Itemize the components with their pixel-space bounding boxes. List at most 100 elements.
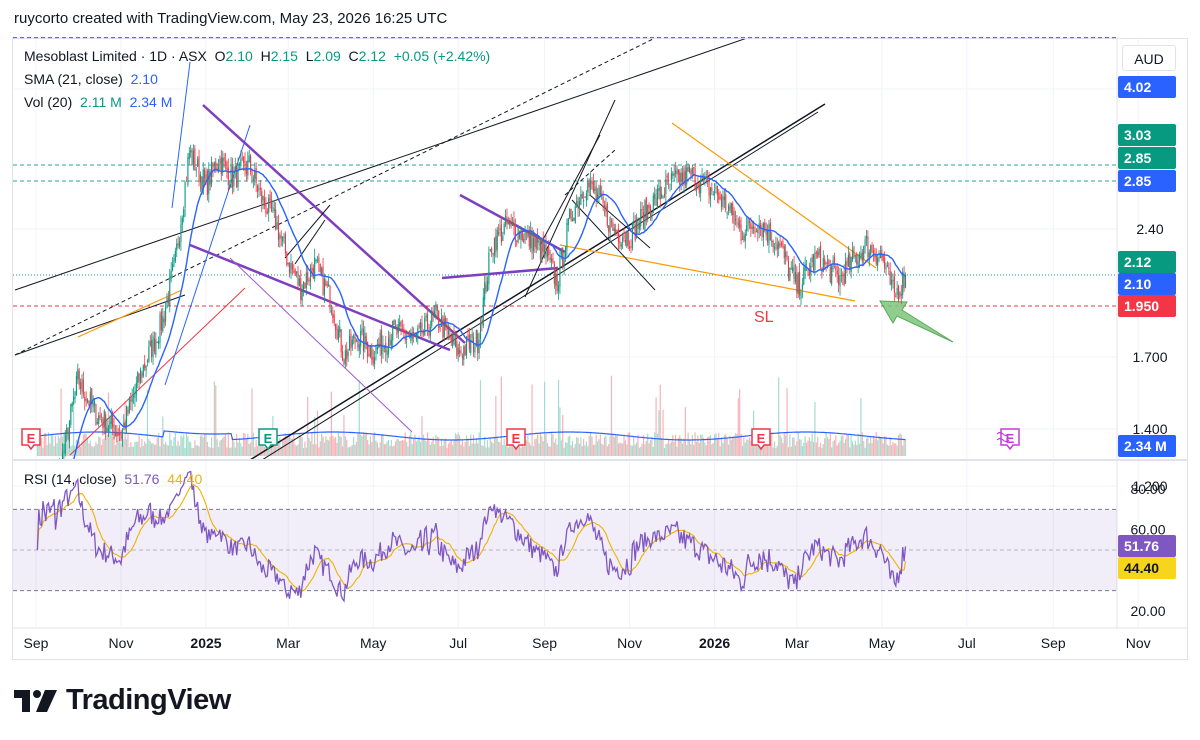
candle-body (245, 167, 247, 175)
red-trend-line[interactable] (69, 287, 246, 456)
volume-bar (315, 444, 317, 456)
candle-body (257, 185, 259, 192)
volume-bar (84, 433, 86, 456)
volume-bar (375, 440, 377, 456)
volume-bar (849, 447, 851, 456)
candle-body (394, 325, 397, 328)
flag-lower-line[interactable] (441, 266, 559, 280)
volume-bar (215, 385, 217, 456)
fan-line-3[interactable] (571, 199, 656, 291)
candle-body (669, 184, 671, 186)
volume-bar (764, 436, 766, 456)
candle-body (178, 241, 181, 248)
candle-body (556, 274, 558, 292)
channel-left-line[interactable] (14, 294, 186, 356)
small-fan-line-1[interactable] (284, 204, 331, 259)
earnings-marker-icon[interactable] (506, 428, 526, 451)
stop-loss-annotation[interactable]: SL (754, 309, 774, 326)
price-badge (1118, 124, 1176, 146)
candle-body (457, 347, 459, 355)
candle-body (474, 346, 476, 353)
earnings-marker-icon[interactable] (258, 428, 278, 451)
fan-line-1[interactable] (524, 99, 616, 298)
candle-body (461, 355, 463, 359)
fan-line-4[interactable] (589, 194, 651, 249)
volume-bar (330, 391, 333, 456)
candle-body (754, 228, 756, 233)
currency-button[interactable]: AUD (1122, 45, 1176, 71)
volume-bar (392, 446, 394, 456)
candle-body (479, 323, 482, 340)
volume-bar (209, 447, 211, 456)
candle-body (645, 197, 647, 219)
volume-bar (718, 433, 720, 456)
volume-bar (397, 438, 399, 456)
wedge-projection-line[interactable] (229, 257, 413, 433)
rsi-line[interactable] (36, 470, 907, 603)
volume-bar (251, 388, 253, 456)
triangle-upper-line[interactable] (671, 122, 877, 269)
sma-line[interactable] (37, 167, 906, 530)
volume-bar (507, 447, 509, 456)
candle-body (503, 223, 505, 234)
volume-bar (712, 443, 714, 456)
volume-bar (67, 432, 69, 456)
volume-bar (287, 437, 289, 456)
volume-bar (56, 443, 58, 456)
earnings-marker-letter: E (1006, 431, 1015, 446)
earnings-marker-icon[interactable] (751, 428, 771, 451)
small-fan-line-2[interactable] (294, 219, 326, 265)
volume-bar (60, 388, 62, 456)
volume-bar (489, 438, 491, 456)
candle-body (498, 232, 500, 234)
candle-body (52, 493, 53, 495)
fan-line-5[interactable] (564, 149, 616, 196)
volume-bar (732, 437, 734, 456)
candle-body (224, 161, 227, 164)
volume-bar (495, 396, 497, 456)
volume-bar (516, 442, 518, 456)
volume-bar (109, 433, 111, 456)
candle-body (250, 155, 252, 172)
orange-trend-line[interactable] (77, 289, 183, 338)
green-arrow-icon[interactable] (879, 300, 954, 343)
candle-body (714, 191, 716, 194)
earnings-marker-icon[interactable] (1000, 428, 1020, 451)
volume-bar (386, 441, 388, 456)
volume-legend[interactable]: Vol (20) 2.11 M 2.34 M (24, 94, 172, 110)
blue-fan-line-2[interactable] (171, 61, 191, 209)
rsi-legend[interactable]: RSI (14, close) 51.76 44.40 (24, 471, 202, 487)
candle-body (778, 242, 780, 249)
triangle-lower-line[interactable] (559, 244, 856, 302)
candle-body (201, 176, 203, 191)
blue-fan-line-1[interactable] (164, 124, 251, 386)
rsi-ma-line[interactable] (36, 484, 907, 592)
volume-bar (544, 381, 546, 456)
candle-body (694, 168, 696, 190)
earnings-marker-icon[interactable] (21, 428, 41, 451)
volume-bar (814, 402, 816, 456)
candle-body (357, 339, 359, 348)
channel-lower-line-2[interactable] (262, 111, 819, 460)
volume-bar (314, 417, 316, 456)
candle-body (824, 258, 826, 265)
volume-bar (613, 437, 615, 456)
candle-body (517, 227, 519, 242)
volume-bar (300, 436, 302, 456)
candle-body (364, 332, 366, 349)
channel-mid-line[interactable] (14, 38, 655, 356)
candle-body (358, 344, 360, 351)
candle-body (155, 339, 157, 355)
volume-bar (828, 438, 830, 456)
volume-bar (594, 444, 596, 456)
candle-body (732, 203, 734, 215)
symbol-title[interactable]: Mesoblast Limited · 1D · ASX (24, 48, 207, 64)
channel-upper-line[interactable] (14, 37, 750, 291)
tradingview-logo[interactable]: TradingView (14, 684, 231, 717)
wedge-upper-line[interactable] (202, 104, 466, 344)
volume-bar (884, 436, 886, 456)
sma-legend[interactable]: SMA (21, close) 2.10 (24, 71, 158, 87)
candle-body (237, 164, 239, 187)
volume-bar (452, 445, 454, 456)
